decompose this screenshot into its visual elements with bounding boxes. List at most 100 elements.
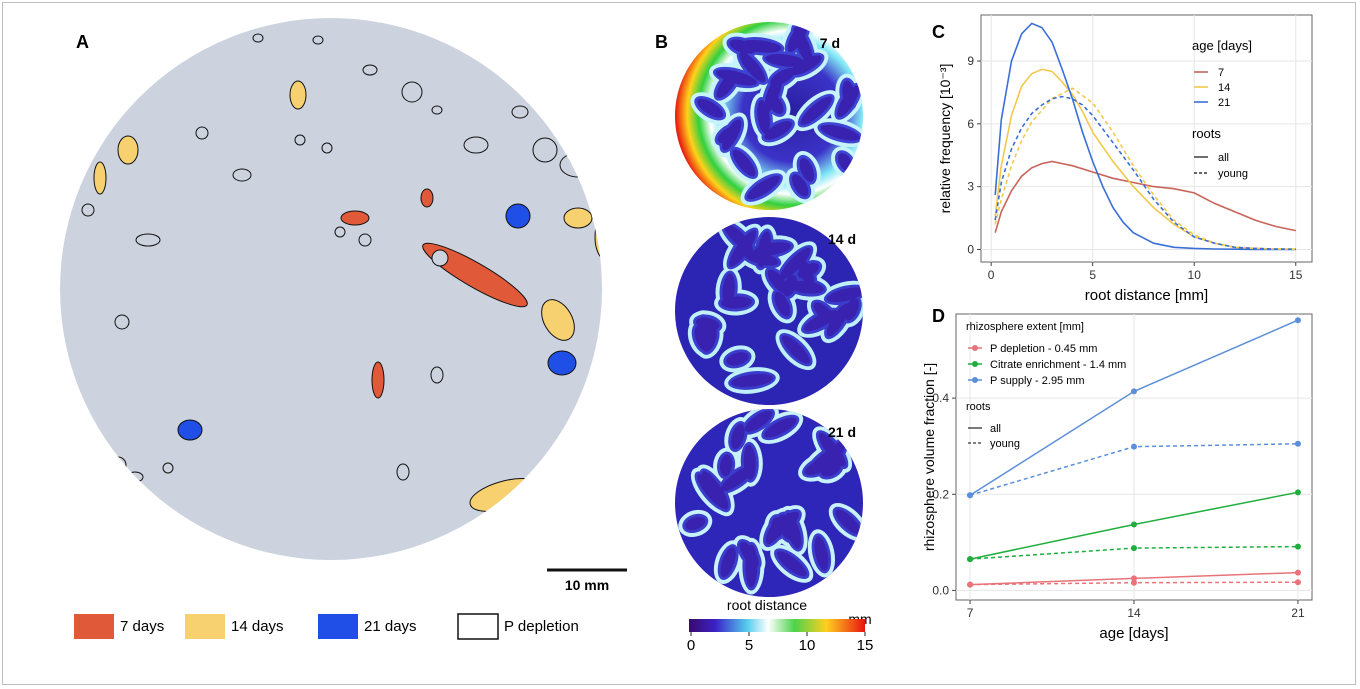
root-blob xyxy=(731,373,773,387)
root-spot xyxy=(541,299,575,341)
root-spot xyxy=(431,249,449,267)
root-spot xyxy=(126,471,144,483)
legend-label: 21 xyxy=(1218,97,1230,109)
root-spot xyxy=(252,33,264,43)
root-blob xyxy=(745,544,758,588)
root-spot xyxy=(401,81,423,103)
root-spot xyxy=(135,233,161,247)
root-distance-map-7d xyxy=(675,22,863,210)
root-blob xyxy=(787,22,808,53)
root-blob xyxy=(696,317,720,331)
root-spot xyxy=(422,242,528,308)
legend-key xyxy=(972,345,978,351)
root-blob xyxy=(697,474,727,509)
root-blob xyxy=(764,121,792,140)
data-point xyxy=(967,556,974,563)
legend-title: rhizosphere extent [mm] xyxy=(966,321,1084,333)
y-tick-label: 9 xyxy=(967,54,974,68)
root-spot xyxy=(595,345,602,355)
root-spot xyxy=(117,135,139,165)
legend-label: 7 days xyxy=(120,618,164,635)
root-blob xyxy=(837,85,860,117)
root-spot xyxy=(532,137,558,163)
root-blob xyxy=(743,444,756,480)
legend-label: all xyxy=(990,423,1001,435)
legend-key xyxy=(972,377,978,383)
root-spot xyxy=(177,419,203,441)
legend-label: 14 xyxy=(1218,82,1230,94)
root-spot xyxy=(114,314,130,330)
root-blob xyxy=(753,242,791,256)
y-tick-label: 6 xyxy=(967,117,974,131)
root-blob xyxy=(764,417,797,438)
series-line xyxy=(994,22,1296,251)
root-spot xyxy=(93,161,107,195)
root-blob xyxy=(791,174,809,197)
x-axis-label: root distance [mm] xyxy=(1085,287,1208,304)
colorbar-ticks: 0 5 10 15 xyxy=(687,632,873,654)
root-spot xyxy=(289,80,307,110)
root-blob xyxy=(826,303,850,337)
panel-d-chart: D 7 14 21 0.0 0.2 0.4 age [days] rhizosphere vol… xyxy=(921,306,1313,642)
root-blob xyxy=(782,335,810,364)
plot-area xyxy=(980,14,1313,263)
root-blob xyxy=(720,466,754,492)
data-point xyxy=(967,581,974,588)
panel-b-label: B xyxy=(655,32,668,52)
data-point xyxy=(1294,489,1301,496)
root-blob xyxy=(720,547,736,578)
root-blob xyxy=(697,98,724,118)
legend-swatch xyxy=(185,614,225,639)
root-blob xyxy=(826,287,863,303)
legend-title: age [days] xyxy=(1192,38,1252,53)
series-line xyxy=(994,95,1296,250)
root-blob xyxy=(739,39,782,53)
root-blob xyxy=(726,352,749,366)
panel-label: C xyxy=(932,22,945,42)
y-axis-label: rhizosphere volume fraction [-] xyxy=(921,363,937,551)
legend-label: all xyxy=(1218,152,1229,164)
data-point xyxy=(1294,569,1301,576)
root-spot xyxy=(81,203,95,217)
data-point xyxy=(1294,579,1301,586)
root-blob xyxy=(721,296,753,309)
legend-label: 7 xyxy=(1218,67,1224,79)
legend-label: P supply - 2.95 mm xyxy=(990,375,1085,387)
data-point xyxy=(1131,443,1137,450)
root-spot xyxy=(202,556,228,560)
root-spot xyxy=(559,152,597,178)
root-blob xyxy=(800,96,832,125)
legend-label: P depletion - 0.45 mm xyxy=(990,343,1097,355)
root-spot xyxy=(563,207,593,229)
root-blob xyxy=(742,250,779,266)
root-distance-map-21d xyxy=(675,409,863,597)
root-spot xyxy=(396,463,410,481)
root-spot xyxy=(547,350,577,376)
data-point xyxy=(1294,317,1301,324)
root-spot xyxy=(312,35,324,45)
colorbar-title: root distance xyxy=(727,597,807,613)
root-blob xyxy=(835,509,862,535)
root-spot xyxy=(362,64,378,76)
legend-label: 14 days xyxy=(231,618,284,635)
legend-key xyxy=(972,361,978,367)
x-tick-label: 0 xyxy=(988,268,995,282)
legend-label: young xyxy=(1218,168,1248,180)
root-spot xyxy=(504,527,526,553)
y-tick-label: 0.2 xyxy=(932,487,949,501)
x-tick-label: 15 xyxy=(1289,268,1303,282)
root-spot xyxy=(334,226,346,238)
root-blob xyxy=(767,269,789,294)
map-label-7d: 7 d xyxy=(820,35,840,51)
root-blob xyxy=(694,325,709,351)
root-blob xyxy=(722,119,742,151)
data-point xyxy=(1131,521,1137,528)
scale-bar-label: 10 mm xyxy=(565,577,609,593)
root-blob xyxy=(844,298,859,321)
y-axis-label: relative frequency [10⁻³] xyxy=(937,64,953,214)
root-blob xyxy=(779,247,811,280)
root-spot xyxy=(430,366,444,384)
colorbar-tick-label: 5 xyxy=(745,637,753,654)
root-spot xyxy=(321,142,333,154)
